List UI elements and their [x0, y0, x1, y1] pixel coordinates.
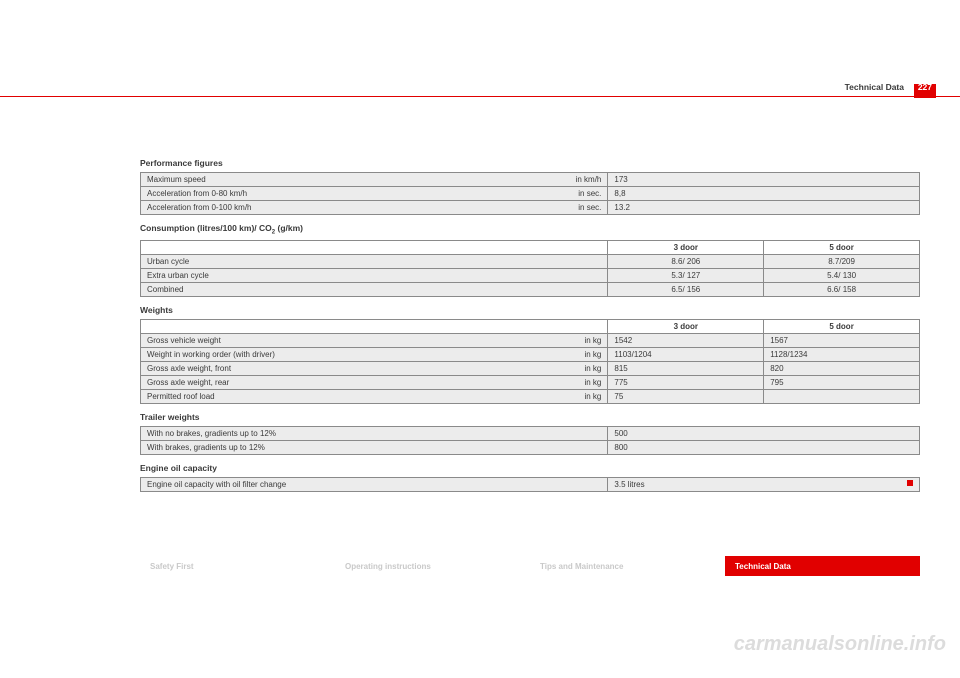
- cell-label: Gross axle weight, rear: [147, 378, 229, 387]
- cell-label: With brakes, gradients up to 12%: [141, 440, 608, 454]
- cell-value: 13.2: [608, 201, 920, 215]
- cell-value: 8.7/209: [764, 254, 920, 268]
- tab-tips-maintenance[interactable]: Tips and Maintenance: [530, 556, 725, 576]
- cell-value: 795: [764, 375, 920, 389]
- table-row: Permitted roof load in kg 75: [141, 389, 920, 403]
- oil-value: 3.5 litres: [614, 480, 644, 489]
- table-header: 3 door 5 door: [141, 240, 920, 254]
- cell-label: Gross vehicle weight: [147, 336, 221, 345]
- table-row: Gross axle weight, rear in kg 775795: [141, 375, 920, 389]
- cell-unit: in kg: [584, 392, 601, 401]
- footer-tabs: Safety First Operating instructions Tips…: [140, 556, 920, 576]
- table-row: Maximum speed in km/h 173: [141, 173, 920, 187]
- title-text: Consumption (litres/100 km)/ CO: [140, 223, 272, 233]
- cell-value: 75: [608, 389, 764, 403]
- table-row: With brakes, gradients up to 12%800: [141, 440, 920, 454]
- cell-label: With no brakes, gradients up to 12%: [141, 426, 608, 440]
- performance-title: Performance figures: [140, 158, 920, 168]
- cell-label: Permitted roof load: [147, 392, 215, 401]
- cell-label: Acceleration from 0-100 km/h: [147, 203, 252, 212]
- cell-label: Engine oil capacity with oil filter chan…: [141, 477, 608, 491]
- cell-label: Combined: [141, 282, 608, 296]
- consumption-title: Consumption (litres/100 km)/ CO2 (g/km): [140, 223, 920, 236]
- cell-value: 8,8: [608, 187, 920, 201]
- content: Performance figures Maximum speed in km/h…: [140, 150, 920, 492]
- tab-operating-instructions[interactable]: Operating instructions: [335, 556, 530, 576]
- table-row: Weight in working order (with driver) in …: [141, 347, 920, 361]
- table-row: Acceleration from 0-100 km/h in sec. 13.2: [141, 201, 920, 215]
- col-header: 3 door: [608, 240, 764, 254]
- table-row: Acceleration from 0-80 km/h in sec. 8,8: [141, 187, 920, 201]
- cell-value: 1103/1204: [608, 347, 764, 361]
- cell-value: 775: [608, 375, 764, 389]
- tab-safety-first[interactable]: Safety First: [140, 556, 335, 576]
- cell-label: Maximum speed: [147, 175, 206, 184]
- table-header: 3 door 5 door: [141, 319, 920, 333]
- trailer-title: Trailer weights: [140, 412, 920, 422]
- cell-unit: in sec.: [578, 189, 601, 198]
- table-row: Combined6.5/ 1566.6/ 158: [141, 282, 920, 296]
- cell-value: 1542: [608, 333, 764, 347]
- end-mark-icon: [907, 480, 913, 486]
- page: Technical Data 227 Performance figures M…: [0, 0, 960, 678]
- oil-title: Engine oil capacity: [140, 463, 920, 473]
- table-row: Engine oil capacity with oil filter chan…: [141, 477, 920, 491]
- page-header-title: Technical Data: [845, 82, 904, 92]
- cell-value: [764, 389, 920, 403]
- cell-value: 1567: [764, 333, 920, 347]
- cell-unit: in sec.: [578, 203, 601, 212]
- col-header: 5 door: [764, 319, 920, 333]
- performance-table: Maximum speed in km/h 173 Acceleration fr…: [140, 172, 920, 215]
- cell-value: 800: [608, 440, 920, 454]
- cell-value: 500: [608, 426, 920, 440]
- weights-table: 3 door 5 door Gross vehicle weight in kg 1…: [140, 319, 920, 404]
- consumption-table: 3 door 5 door Urban cycle8.6/ 2068.7/209…: [140, 240, 920, 297]
- table-row: Gross vehicle weight in kg 15421567: [141, 333, 920, 347]
- cell-value: 3.5 litres: [608, 477, 920, 491]
- page-number: 227: [918, 82, 932, 92]
- weights-title: Weights: [140, 305, 920, 315]
- cell-value: 815: [608, 361, 764, 375]
- table-row: Extra urban cycle5.3/ 1275.4/ 130: [141, 268, 920, 282]
- cell-label: Acceleration from 0-80 km/h: [147, 189, 247, 198]
- cell-unit: in kg: [584, 378, 601, 387]
- header-rule: [0, 96, 960, 97]
- title-text: (g/km): [275, 223, 303, 233]
- table-row: With no brakes, gradients up to 12%500: [141, 426, 920, 440]
- table-row: Urban cycle8.6/ 2068.7/209: [141, 254, 920, 268]
- cell-value: 6.5/ 156: [608, 282, 764, 296]
- tab-technical-data[interactable]: Technical Data: [725, 556, 920, 576]
- cell-label: Extra urban cycle: [141, 268, 608, 282]
- col-header: 3 door: [608, 319, 764, 333]
- cell-unit: in km/h: [576, 175, 602, 184]
- watermark: carmanualsonline.info: [734, 633, 946, 656]
- table-row: Gross axle weight, front in kg 815820: [141, 361, 920, 375]
- cell-label: Weight in working order (with driver): [147, 350, 275, 359]
- cell-value: 5.3/ 127: [608, 268, 764, 282]
- cell-value: 6.6/ 158: [764, 282, 920, 296]
- cell-value: 8.6/ 206: [608, 254, 764, 268]
- cell-label: Urban cycle: [141, 254, 608, 268]
- col-header: 5 door: [764, 240, 920, 254]
- cell-value: 820: [764, 361, 920, 375]
- oil-table: Engine oil capacity with oil filter chan…: [140, 477, 920, 492]
- cell-value: 1128/1234: [764, 347, 920, 361]
- cell-value: 173: [608, 173, 920, 187]
- cell-unit: in kg: [584, 336, 601, 345]
- cell-label: Gross axle weight, front: [147, 364, 231, 373]
- cell-value: 5.4/ 130: [764, 268, 920, 282]
- cell-unit: in kg: [584, 350, 601, 359]
- cell-unit: in kg: [584, 364, 601, 373]
- trailer-table: With no brakes, gradients up to 12%500 W…: [140, 426, 920, 455]
